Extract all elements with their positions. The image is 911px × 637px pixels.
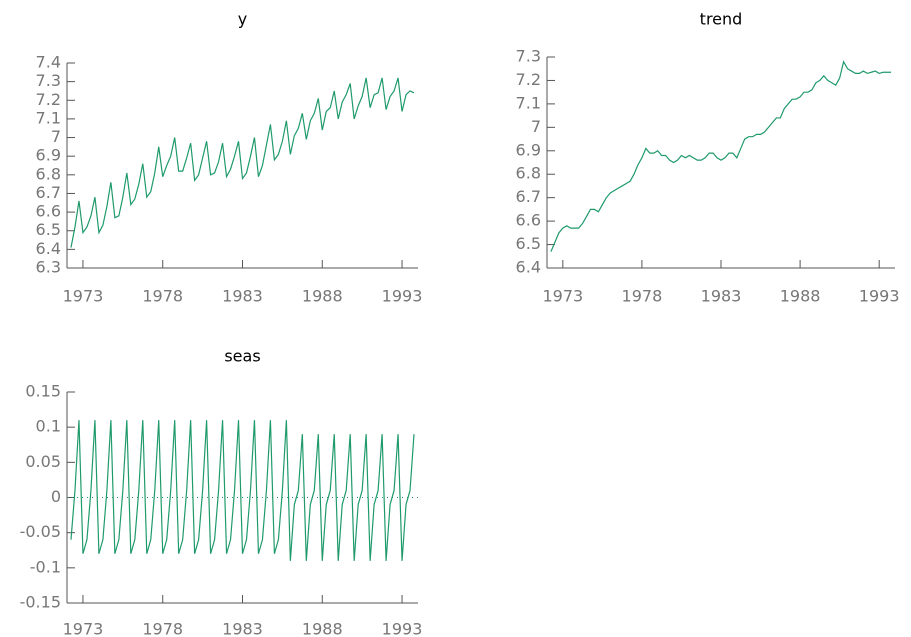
y-tick-label: -0.1 — [30, 557, 61, 576]
y-tick-label: 6.6 — [36, 202, 61, 221]
y-tick-label: 0.05 — [25, 452, 61, 471]
x-tick-label: 1983 — [701, 287, 742, 306]
series-line — [70, 77, 415, 248]
x-tick-label: 1988 — [302, 620, 343, 637]
x-tick-label: 1978 — [142, 620, 183, 637]
y-tick-label: 6.9 — [516, 140, 541, 159]
y-tick-label: 6.5 — [516, 234, 541, 253]
y-tick-label: 0 — [51, 487, 61, 506]
y-tick-label: 6.3 — [36, 258, 61, 277]
y-tick-label: 6.9 — [36, 146, 61, 165]
x-tick-label: 1993 — [382, 287, 423, 306]
x-tick-label: 1978 — [142, 287, 183, 306]
chart-title: y — [238, 10, 247, 29]
y-tick-label: 6.8 — [36, 164, 61, 183]
series-line — [70, 420, 415, 561]
y-tick-label: 6.7 — [36, 183, 61, 202]
y-tick-label: 6.6 — [516, 211, 541, 230]
y-tick-label: 7.4 — [36, 53, 61, 72]
y-tick-label: 7.1 — [36, 108, 61, 127]
y-tick-label: 0.1 — [36, 417, 61, 436]
chart-title: seas — [224, 347, 260, 366]
x-tick-label: 1983 — [222, 287, 263, 306]
y-tick-label: 7.3 — [36, 71, 61, 90]
y-tick-label: 6.5 — [36, 220, 61, 239]
y-tick-label: 7 — [51, 127, 61, 146]
x-tick-label: 1988 — [302, 287, 343, 306]
y-tick-label: 7.2 — [36, 90, 61, 109]
x-tick-label: 1973 — [542, 287, 583, 306]
y-tick-label: 7 — [531, 117, 541, 136]
x-tick-label: 1973 — [63, 620, 104, 637]
y-tick-label: 6.4 — [36, 239, 61, 258]
y-tick-label: 6.8 — [516, 164, 541, 183]
y-tick-label: 6.7 — [516, 187, 541, 206]
x-tick-label: 1978 — [622, 287, 663, 306]
series-line — [550, 60, 892, 252]
y-tick-label: 7.2 — [516, 70, 541, 89]
y-tick-label: 7.3 — [516, 47, 541, 66]
y-tick-label: -0.05 — [20, 522, 61, 541]
y-tick-label: 0.15 — [25, 382, 61, 401]
y-tick-label: 6.4 — [516, 258, 541, 277]
x-tick-label: 1993 — [859, 287, 900, 306]
y-tick-label: 7.1 — [516, 93, 541, 112]
x-tick-label: 1988 — [780, 287, 821, 306]
x-tick-label: 1993 — [382, 620, 423, 637]
y-tick-label: -0.15 — [20, 593, 61, 612]
chart-title: trend — [700, 10, 743, 29]
x-tick-label: 1973 — [63, 287, 104, 306]
x-tick-label: 1983 — [222, 620, 263, 637]
